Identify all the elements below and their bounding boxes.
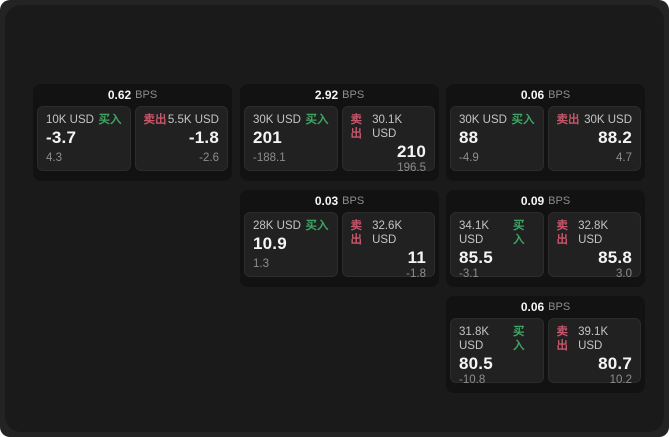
buy-panel[interactable]: 34.1K USD 买入 85.5 -3.1 <box>450 212 544 280</box>
buy-label: 买入 <box>512 326 525 352</box>
sell-delta: 4.7 <box>616 152 632 164</box>
quote-card: 0.06 BPS 30K USD 买入 88 -4.9 卖出 30K USD 8… <box>446 84 645 181</box>
sell-amount: 32.8K USD <box>578 220 609 246</box>
bps-header: 0.06 BPS <box>450 296 641 318</box>
buy-panel[interactable]: 28K USD 买入 10.9 1.3 <box>244 212 338 277</box>
sell-amount: 39.1K USD <box>578 326 609 352</box>
buy-value: 88 <box>459 128 479 147</box>
buy-delta: -3.1 <box>459 268 479 280</box>
buy-delta: -10.8 <box>459 374 486 386</box>
bps-value: 2.92 <box>314 88 339 102</box>
sell-delta: 196.5 <box>397 162 426 174</box>
bps-header: 0.62 BPS <box>37 84 228 106</box>
bps-unit: BPS <box>548 301 571 313</box>
bps-value: 0.03 <box>314 194 339 208</box>
sell-delta: -2.6 <box>199 152 219 164</box>
quote-body: 10K USD 买入 -3.7 4.3 卖出 5.5K USD -1.8 -2.… <box>37 106 228 171</box>
buy-delta: 4.3 <box>46 152 62 164</box>
bps-value: 0.09 <box>520 194 545 208</box>
sell-amount: 32.6K USD <box>372 220 403 246</box>
bps-unit: BPS <box>135 89 158 101</box>
bps-header: 0.09 BPS <box>450 190 641 212</box>
quote-body: 31.8K USD 买入 80.5 -10.8 卖出 39.1K USD 80.… <box>450 318 641 386</box>
quote-card: 0.03 BPS 28K USD 买入 10.9 1.3 卖出 32.6K US… <box>240 190 439 287</box>
quote-body: 30K USD 买入 201 -188.1 卖出 30.1K USD 210 1… <box>244 106 435 174</box>
sell-panel[interactable]: 卖出 30K USD 88.2 4.7 <box>547 106 641 171</box>
buy-label: 买入 <box>98 114 122 126</box>
sell-panel[interactable]: 卖出 32.8K USD 85.8 3.0 <box>547 212 641 280</box>
quote-card: 2.92 BPS 30K USD 买入 201 -188.1 卖出 30.1K … <box>240 84 439 181</box>
bps-unit: BPS <box>342 195 365 207</box>
sell-amount: 5.5K USD <box>167 114 219 126</box>
bps-unit: BPS <box>548 89 571 101</box>
sell-amount: 30.1K USD <box>372 114 403 140</box>
bps-value: 0.62 <box>107 88 132 102</box>
buy-amount: 10K USD <box>46 114 94 126</box>
buy-delta: 1.3 <box>253 258 269 270</box>
buy-amount: 31.8K USD <box>459 326 490 352</box>
sell-value: 11 <box>407 248 426 267</box>
sell-delta: -1.8 <box>406 268 426 280</box>
sell-amount: 30K USD <box>584 114 632 126</box>
bps-unit: BPS <box>342 89 365 101</box>
buy-label: 买入 <box>305 220 329 232</box>
sell-panel[interactable]: 卖出 39.1K USD 80.7 10.2 <box>547 318 641 386</box>
sell-label: 卖出 <box>143 114 167 126</box>
buy-value: 201 <box>253 128 282 147</box>
sell-panel[interactable]: 卖出 5.5K USD -1.8 -2.6 <box>134 106 228 171</box>
quote-body: 30K USD 买入 88 -4.9 卖出 30K USD 88.2 4.7 <box>450 106 641 171</box>
sell-delta: 3.0 <box>616 268 632 280</box>
bps-value: 0.06 <box>520 300 545 314</box>
buy-delta: -4.9 <box>459 152 479 164</box>
bps-unit: BPS <box>548 195 571 207</box>
quote-card: 0.06 BPS 31.8K USD 买入 80.5 -10.8 卖出 39.1… <box>446 296 645 393</box>
buy-amount: 30K USD <box>253 114 301 126</box>
quote-body: 34.1K USD 买入 85.5 -3.1 卖出 32.8K USD 85.8… <box>450 212 641 280</box>
buy-panel[interactable]: 10K USD 买入 -3.7 4.3 <box>37 106 131 171</box>
sell-label: 卖出 <box>350 114 363 140</box>
quote-card: 0.09 BPS 34.1K USD 买入 85.5 -3.1 卖出 32.8K… <box>446 190 645 287</box>
buy-value: 80.5 <box>459 354 493 373</box>
sell-panel[interactable]: 卖出 32.6K USD 11 -1.8 <box>341 212 435 280</box>
sell-delta: 10.2 <box>609 374 632 386</box>
buy-value: -3.7 <box>46 128 77 147</box>
buy-panel[interactable]: 30K USD 买入 201 -188.1 <box>244 106 338 171</box>
quote-card: 0.62 BPS 10K USD 买入 -3.7 4.3 卖出 5.5K USD… <box>33 84 232 181</box>
buy-value: 85.5 <box>459 248 493 267</box>
sell-value: 88.2 <box>598 128 632 147</box>
buy-amount: 34.1K USD <box>459 220 490 246</box>
sell-value: 80.7 <box>598 354 632 373</box>
sell-label: 卖出 <box>556 220 569 246</box>
buy-amount: 28K USD <box>253 220 301 232</box>
buy-panel[interactable]: 30K USD 买入 88 -4.9 <box>450 106 544 171</box>
buy-delta: -188.1 <box>253 152 286 164</box>
buy-label: 买入 <box>305 114 329 126</box>
sell-value: 210 <box>397 142 426 161</box>
sell-panel[interactable]: 卖出 30.1K USD 210 196.5 <box>341 106 435 174</box>
buy-label: 买入 <box>512 220 525 246</box>
bps-header: 2.92 BPS <box>244 84 435 106</box>
sell-value: 85.8 <box>598 248 632 267</box>
sell-label: 卖出 <box>556 326 569 352</box>
buy-panel[interactable]: 31.8K USD 买入 80.5 -10.8 <box>450 318 544 386</box>
quote-body: 28K USD 买入 10.9 1.3 卖出 32.6K USD 11 -1.8 <box>244 212 435 280</box>
bps-value: 0.06 <box>520 88 545 102</box>
sell-value: -1.8 <box>188 128 219 147</box>
sell-label: 卖出 <box>556 114 580 126</box>
buy-amount: 30K USD <box>459 114 507 126</box>
buy-label: 买入 <box>511 114 535 126</box>
bps-header: 0.06 BPS <box>450 84 641 106</box>
bps-header: 0.03 BPS <box>244 190 435 212</box>
sell-label: 卖出 <box>350 220 363 246</box>
buy-value: 10.9 <box>253 234 287 253</box>
